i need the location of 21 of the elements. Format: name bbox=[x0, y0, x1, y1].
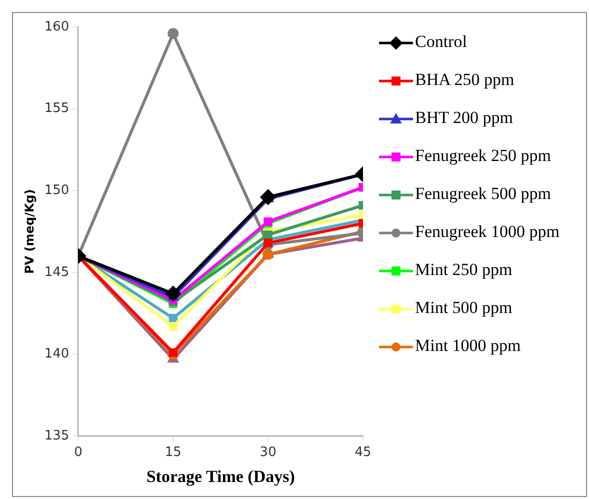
y-tick-label: 145 bbox=[44, 264, 70, 280]
x-axis-title: Storage Time (Days) bbox=[146, 467, 295, 486]
x-tick-label: 15 bbox=[164, 445, 182, 460]
legend-label: Mint 1000 ppm bbox=[415, 336, 521, 355]
x-tick-label: 45 bbox=[354, 445, 372, 460]
x-tick-label: 30 bbox=[260, 445, 276, 460]
legend-label: Fenugreek 500 ppm bbox=[415, 184, 551, 203]
y-tick-label: 155 bbox=[44, 101, 70, 116]
legend-label: Mint 500 ppm bbox=[415, 298, 512, 317]
y-axis-title: PV (meq/Kg) bbox=[22, 189, 36, 274]
legend-label: Mint 250 ppm bbox=[415, 260, 512, 279]
legend-label: BHA 250 ppm bbox=[415, 70, 514, 89]
legend-label: BHT 200 ppm bbox=[415, 108, 513, 127]
y-tick-label: 140 bbox=[44, 346, 70, 362]
legend-label: Control bbox=[415, 32, 467, 51]
legend-label: Fenugreek 250 ppm bbox=[415, 146, 551, 165]
x-tick-label: 0 bbox=[74, 445, 82, 460]
y-tick-label: 150 bbox=[44, 182, 70, 198]
y-tick-label: 160 bbox=[44, 19, 70, 34]
y-tick-label: 135 bbox=[44, 428, 70, 444]
legend-label: Fenugreek 1000 ppm bbox=[415, 222, 560, 241]
